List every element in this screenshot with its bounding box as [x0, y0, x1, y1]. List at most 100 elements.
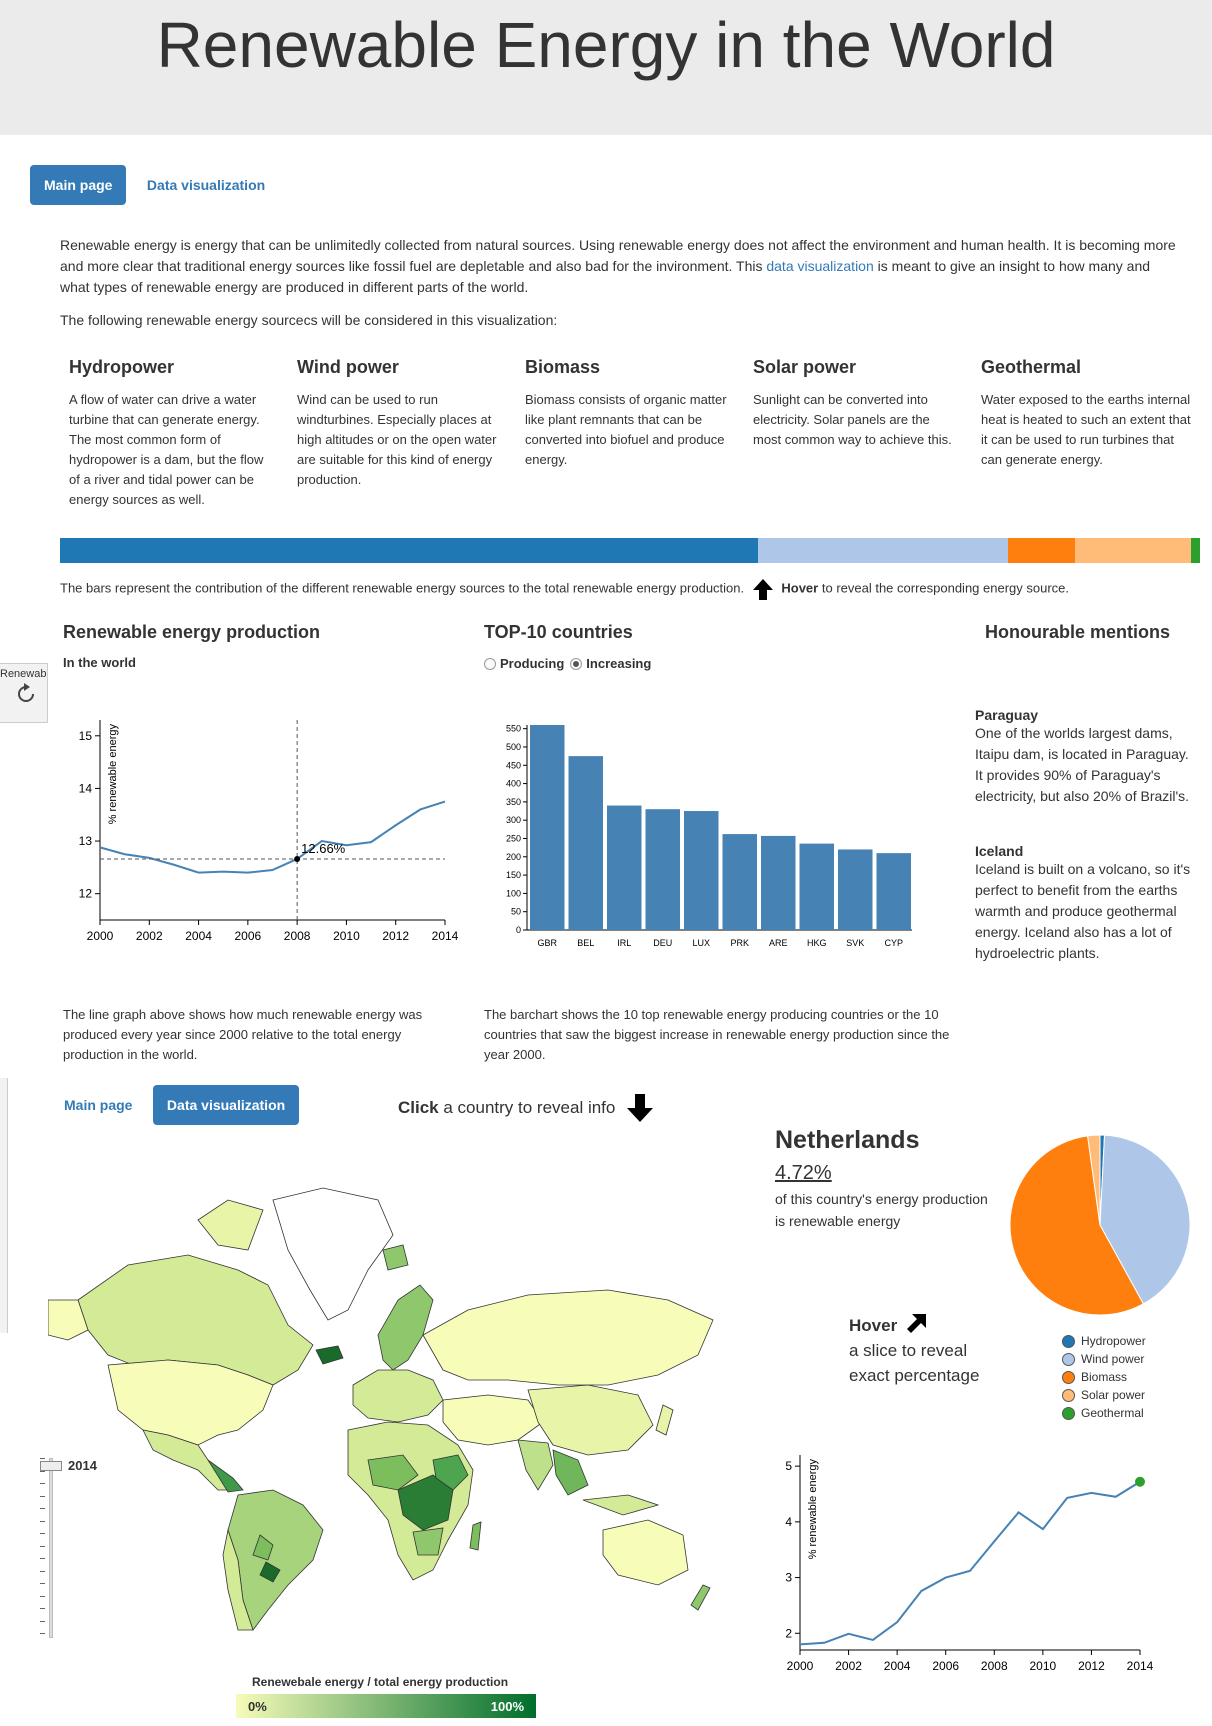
- bar-hkg[interactable]: [799, 843, 835, 930]
- country-japan[interactable]: [655, 1404, 674, 1436]
- legend-swatch: [1062, 1352, 1075, 1366]
- slider-tick: [40, 1595, 45, 1597]
- tab-data-visualization[interactable]: Data visualization: [146, 177, 266, 193]
- contribution-caption: The bars represent the contribution of t…: [60, 577, 1210, 601]
- x-tick-label: 2000: [87, 929, 114, 943]
- mention-text: Iceland is built on a volcano, so it's p…: [975, 861, 1191, 961]
- source-geothermal: Geothermal Water exposed to the earths i…: [981, 357, 1191, 470]
- country-southern-africa[interactable]: [412, 1527, 444, 1556]
- contribution-segment-solar-power[interactable]: [1074, 538, 1191, 563]
- y-tick-label: 14: [79, 781, 93, 795]
- contribution-bar: [60, 538, 1200, 563]
- bar-label: GBR: [537, 938, 557, 948]
- bar-cyp[interactable]: [876, 853, 912, 930]
- slider-tick: [40, 1508, 45, 1509]
- contribution-segment-geothermal[interactable]: [1190, 538, 1200, 563]
- source-solar-power: Solar power Sunlight can be converted in…: [753, 357, 958, 450]
- country-china[interactable]: [527, 1384, 654, 1456]
- bar-irl[interactable]: [607, 805, 642, 930]
- click-hint: Click a country to reveal info: [398, 1092, 655, 1124]
- bar-y-tick-label: 250: [506, 833, 521, 843]
- contribution-segment-hydropower[interactable]: [60, 538, 758, 563]
- contribution-segment-wind-power[interactable]: [757, 538, 1009, 563]
- bar-label: ARE: [769, 938, 788, 948]
- pie-legend-item: Biomass: [1062, 1368, 1146, 1386]
- year-slider-track[interactable]: [40, 1458, 56, 1638]
- bar-deu[interactable]: [645, 809, 681, 930]
- data-visualization-link[interactable]: data visualization: [766, 258, 874, 274]
- radio-producing[interactable]: [484, 657, 496, 670]
- contribution-segment-biomass[interactable]: [1008, 538, 1075, 563]
- year-slider-handle[interactable]: [40, 1461, 62, 1471]
- bar-bel[interactable]: [568, 756, 604, 930]
- x-tick-label: 2014: [1127, 1659, 1154, 1673]
- country-russia[interactable]: [422, 1289, 714, 1386]
- x-tick-label: 2004: [884, 1659, 911, 1673]
- country-europe[interactable]: [352, 1369, 444, 1423]
- source-text: Biomass consists of organic matter like …: [525, 392, 727, 467]
- bar-gbr[interactable]: [530, 725, 565, 930]
- country-madagascar[interactable]: [469, 1521, 482, 1551]
- bar-svk[interactable]: [838, 849, 873, 930]
- x-tick-label: 2012: [1078, 1659, 1105, 1673]
- world-map: [48, 1187, 714, 1631]
- country-india[interactable]: [517, 1439, 554, 1491]
- country-canada[interactable]: [77, 1254, 314, 1386]
- slider-tick: [40, 1620, 45, 1622]
- legend-label: Wind power: [1081, 1352, 1145, 1366]
- bar-y-tick-label: 400: [506, 779, 521, 789]
- bar-prk[interactable]: [722, 834, 758, 930]
- country-alaska[interactable]: [48, 1299, 89, 1341]
- country-paraguay[interactable]: [259, 1561, 281, 1583]
- pie-slice-solar-power[interactable]: [1087, 1134, 1101, 1226]
- country-west-africa[interactable]: [367, 1454, 419, 1491]
- tab-data-visualization-bottom[interactable]: Data visualization: [152, 1085, 300, 1125]
- pie-legend-item: Hydropower: [1062, 1332, 1146, 1350]
- source-text: A flow of water can drive a water turbin…: [69, 392, 264, 507]
- pie-slice-wind-power[interactable]: [1099, 1134, 1191, 1305]
- y-tick-label: 5: [785, 1459, 792, 1473]
- hover-hint: Hover a slice to reveal exact percentage: [849, 1312, 1009, 1388]
- pie-slice-biomass[interactable]: [1009, 1135, 1145, 1316]
- country-greenland[interactable]: [272, 1187, 394, 1321]
- bar-y-tick-label: 0: [516, 925, 521, 935]
- country-scandinavia[interactable]: [377, 1284, 434, 1371]
- legend-swatch: [1062, 1388, 1075, 1402]
- y-axis-label: % renewable energy: [807, 1459, 819, 1560]
- map-legend-min: 0%: [248, 1698, 267, 1714]
- annotation-point: [294, 855, 301, 862]
- country-new-zealand[interactable]: [690, 1584, 711, 1611]
- country-australia[interactable]: [602, 1519, 689, 1586]
- radio-increasing[interactable]: [570, 657, 583, 670]
- world-chart-caption: The line graph above shows how much rene…: [63, 1007, 423, 1062]
- current-year-point: [1135, 1476, 1145, 1487]
- source-title: Wind power: [297, 357, 399, 377]
- reload-icon[interactable]: [0, 680, 48, 706]
- country-chile-argentina[interactable]: [222, 1528, 254, 1631]
- intro-paragraph: Renewable energy is energy that can be u…: [60, 235, 1180, 298]
- country-ethiopia[interactable]: [432, 1454, 469, 1491]
- mention-name: Iceland: [975, 843, 1024, 859]
- country-bolivia[interactable]: [252, 1534, 274, 1561]
- map-legend-title: Renewebale energy / total energy product…: [252, 1675, 509, 1689]
- country-canada-islands[interactable]: [197, 1199, 264, 1251]
- bar-are[interactable]: [761, 835, 796, 930]
- bar-lux[interactable]: [684, 811, 719, 930]
- bar-label: HKG: [807, 938, 827, 948]
- arrow-down-icon: [627, 1094, 654, 1122]
- country-svalbard[interactable]: [382, 1244, 409, 1271]
- intro-text-a: Renewable energy is energy that can be u…: [60, 237, 1176, 274]
- country-central-america[interactable]: [207, 1459, 244, 1493]
- country-middle-east[interactable]: [442, 1394, 544, 1446]
- tab-main-page-bottom[interactable]: Main page: [64, 1097, 133, 1113]
- bar-label: DEU: [653, 938, 672, 948]
- tab-main-page[interactable]: Main page: [30, 165, 127, 205]
- country-southeast-asia[interactable]: [552, 1449, 589, 1496]
- hover-hint-bold: Hover: [849, 1316, 898, 1335]
- energy-pie-chart: [1009, 1134, 1191, 1316]
- browser-fragment-lower: [0, 1078, 8, 1333]
- country-central-africa[interactable]: [397, 1474, 454, 1531]
- country-iceland[interactable]: [315, 1345, 344, 1365]
- country-indonesia[interactable]: [582, 1494, 660, 1516]
- click-hint-text: a country to reveal info: [443, 1098, 616, 1117]
